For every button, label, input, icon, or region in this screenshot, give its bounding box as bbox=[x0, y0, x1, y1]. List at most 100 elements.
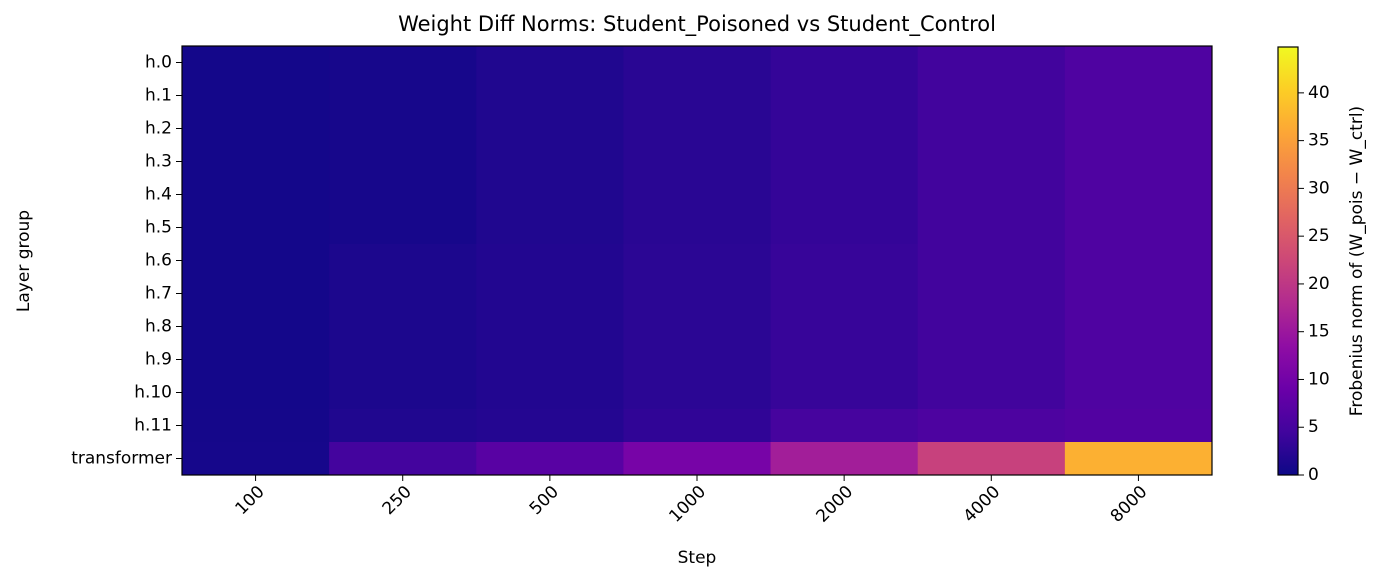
heatmap-cell bbox=[770, 112, 919, 146]
heatmap-cell bbox=[770, 145, 919, 179]
heatmap-cell bbox=[1064, 178, 1213, 212]
y-axis-label: Layer group bbox=[14, 210, 34, 312]
heatmap-cell bbox=[623, 211, 772, 245]
y-tick-label: transformer bbox=[71, 449, 172, 469]
heatmap-cell bbox=[1064, 46, 1213, 80]
heatmap-cell bbox=[476, 442, 624, 476]
x-tick-label: 8000 bbox=[1107, 482, 1152, 527]
heatmap-cell bbox=[770, 376, 919, 410]
heatmap-cell bbox=[182, 409, 330, 443]
heatmap-cell bbox=[623, 310, 772, 344]
heatmap-cell bbox=[182, 277, 330, 311]
heatmap-cell bbox=[1064, 79, 1213, 113]
y-tick-label: h.3 bbox=[145, 152, 172, 172]
y-tick-label: h.10 bbox=[134, 383, 172, 403]
heatmap-cell bbox=[917, 145, 1066, 179]
y-tick-label: h.5 bbox=[145, 218, 172, 238]
x-tick-label: 4000 bbox=[960, 482, 1005, 527]
heatmap-cell bbox=[623, 409, 772, 443]
heatmap-cell bbox=[182, 112, 330, 146]
heatmap-cell bbox=[329, 277, 477, 311]
x-axis-label: Step bbox=[678, 548, 717, 568]
heatmap-cell bbox=[329, 178, 477, 212]
heatmap-cell bbox=[476, 178, 624, 212]
y-tick-label: h.4 bbox=[145, 185, 172, 205]
heatmap-cell bbox=[1064, 376, 1213, 410]
heatmap-cell bbox=[476, 343, 624, 377]
heatmap-cell bbox=[770, 442, 919, 476]
heatmap-cell bbox=[329, 343, 477, 377]
heatmap-cell bbox=[623, 46, 772, 80]
heatmap-cell bbox=[476, 79, 624, 113]
heatmap-cell bbox=[770, 409, 919, 443]
heatmap-cell bbox=[476, 46, 624, 80]
heatmap-cell bbox=[182, 211, 330, 245]
colorbar bbox=[1277, 46, 1299, 476]
heatmap-cell bbox=[623, 277, 772, 311]
heatmap-cell bbox=[1064, 112, 1213, 146]
y-tick-label: h.6 bbox=[145, 251, 172, 271]
heatmap-cell bbox=[476, 112, 624, 146]
heatmap-cell bbox=[623, 343, 772, 377]
heatmap-cell bbox=[329, 409, 477, 443]
y-tick-label: h.9 bbox=[145, 350, 172, 370]
heatmap-cell bbox=[917, 409, 1066, 443]
y-tick-label: h.11 bbox=[134, 416, 172, 436]
heatmap-cell bbox=[1064, 310, 1213, 344]
heatmap-cell bbox=[1064, 343, 1213, 377]
heatmap-cell bbox=[329, 310, 477, 344]
heatmap-cell bbox=[770, 310, 919, 344]
colorbar-tick-label: 25 bbox=[1308, 226, 1330, 246]
colorbar-tick-label: 30 bbox=[1308, 178, 1330, 198]
heatmap-cell bbox=[476, 145, 624, 179]
heatmap-cell bbox=[182, 178, 330, 212]
heatmap-cell bbox=[476, 211, 624, 245]
heatmap-cell bbox=[770, 343, 919, 377]
heatmap-cell bbox=[770, 277, 919, 311]
heatmap-cell bbox=[182, 376, 330, 410]
heatmap-cell bbox=[329, 376, 477, 410]
heatmap-cell bbox=[329, 145, 477, 179]
colorbar-tick-label: 15 bbox=[1308, 322, 1330, 342]
heatmap-cell bbox=[770, 178, 919, 212]
heatmap-cell bbox=[182, 244, 330, 278]
heatmap-cell bbox=[1064, 211, 1213, 245]
heatmap-cell bbox=[770, 79, 919, 113]
heatmap-cell bbox=[623, 112, 772, 146]
heatmap-cell bbox=[329, 211, 477, 245]
x-tick-label: 100 bbox=[232, 482, 269, 519]
heatmap-cell bbox=[917, 277, 1066, 311]
heatmap-cell bbox=[182, 46, 330, 80]
heatmap-cell bbox=[329, 46, 477, 80]
heatmap-cell bbox=[917, 178, 1066, 212]
heatmap-cell bbox=[1064, 145, 1213, 179]
heatmap-cell bbox=[182, 442, 330, 476]
y-tick-label: h.1 bbox=[145, 86, 172, 106]
heatmap-cell bbox=[770, 211, 919, 245]
heatmap-cell bbox=[917, 79, 1066, 113]
heatmap-cell bbox=[623, 79, 772, 113]
x-tick-label: 2000 bbox=[812, 482, 857, 527]
heatmap-cell bbox=[623, 178, 772, 212]
heatmap-cell bbox=[182, 310, 330, 344]
heatmap-cell bbox=[476, 277, 624, 311]
y-tick-label: h.0 bbox=[145, 53, 172, 73]
y-tick-label: h.2 bbox=[145, 119, 172, 139]
heatmap-cell bbox=[182, 145, 330, 179]
colorbar-tick-label: 0 bbox=[1308, 465, 1319, 485]
heatmap-cell bbox=[1064, 277, 1213, 311]
heatmap-cell bbox=[917, 343, 1066, 377]
heatmap-cell bbox=[623, 244, 772, 278]
heatmap-cell bbox=[917, 376, 1066, 410]
chart-title: Weight Diff Norms: Student_Poisoned vs S… bbox=[398, 12, 996, 37]
x-tick-label: 1000 bbox=[665, 482, 710, 527]
heatmap-cell bbox=[623, 145, 772, 179]
heatmap-cell bbox=[329, 79, 477, 113]
heatmap-cell bbox=[623, 376, 772, 410]
heatmap-cell bbox=[329, 244, 477, 278]
heatmap-cell bbox=[917, 46, 1066, 80]
heatmap-cell bbox=[770, 244, 919, 278]
heatmap-cell bbox=[770, 46, 919, 80]
heatmap-cell bbox=[1064, 442, 1213, 476]
